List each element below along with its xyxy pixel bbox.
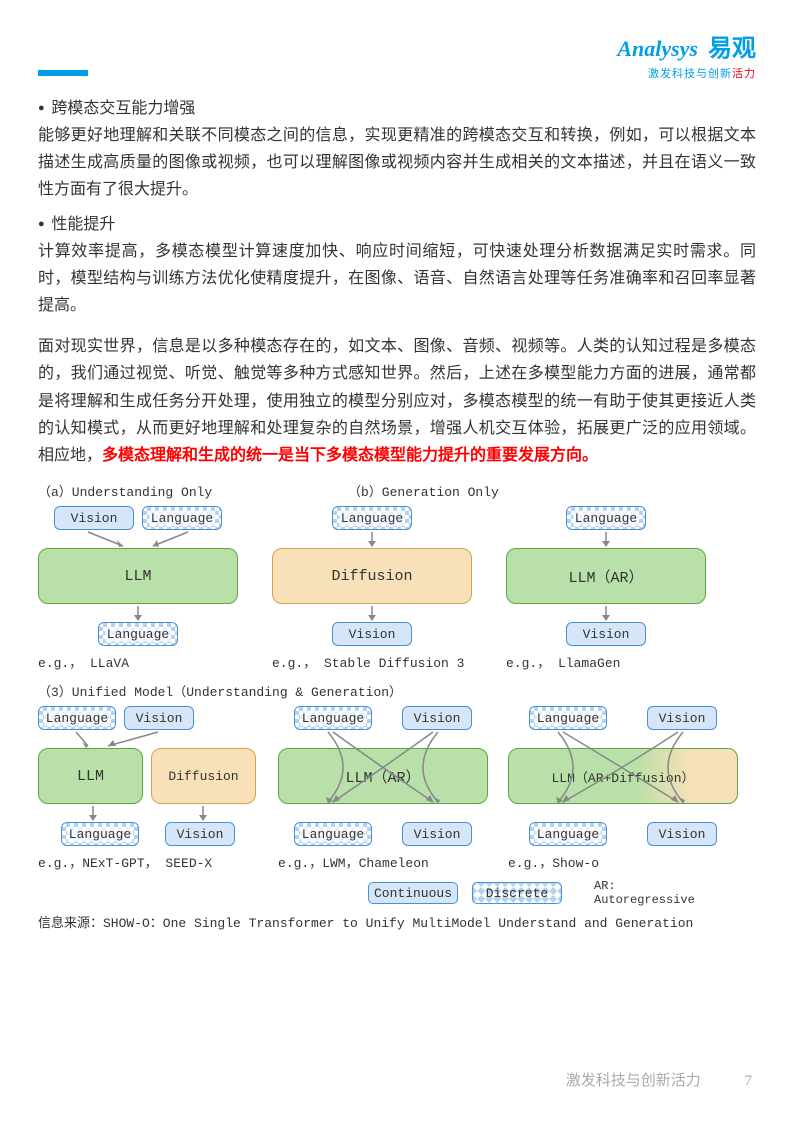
footer-text: 激发科技与创新活力 [566,1073,701,1089]
page-number: 7 [745,1073,753,1089]
example-lwm: e.g.，LWM，Chameleon [278,852,488,871]
section1-title: 跨模态交互能力增强 [38,94,756,118]
header-logo: Analysys 易观 激发科技与创新活力 [617,28,756,81]
vision-output-box: Vision [402,822,472,846]
llm-box: LLM [38,748,143,804]
language-output-box: Language [529,822,607,846]
section2-body: 计算效率提高，多模态模型计算速度加快、响应时间缩短，可快速处理分析数据满足实时需… [38,238,756,320]
example-llamagen: e.g.， LlamaGen [506,652,706,671]
section1-body: 能够更好地理解和关联不同模态之间的信息，实现更精准的跨模态交互和转换，例如，可以… [38,122,756,204]
llm-ar-box: LLM（AR） [278,748,488,804]
logo-brand-cn: 易观 [708,36,756,62]
panel-unified-ar-diffusion: Language Vision LLM（AR+Diffusion） Langua… [508,706,738,871]
panel-llm-ar: Language LLM（AR） Vision e.g.， LlamaGen [506,506,706,671]
diagram-area: （a）Understanding Only （b）Generation Only… [38,481,756,931]
accent-bar [38,70,88,76]
vision-output-box: Vision [647,822,717,846]
diffusion-box: Diffusion [272,548,472,604]
label-understanding-only: （a）Understanding Only [38,481,348,500]
language-input-box: Language [142,506,222,530]
logo-brand-en: Analysys [617,36,698,61]
language-output-box: Language [294,822,372,846]
language-input-box: Language [294,706,372,730]
vision-output-box: Vision [165,822,235,846]
legend-discrete: Discrete [472,882,562,904]
example-showo: e.g.，Show-o [508,852,738,871]
language-output-box: Language [98,622,178,646]
language-input-box: Language [38,706,116,730]
llm-ar-diffusion-box: LLM（AR+Diffusion） [508,748,738,804]
label-unified: （3）Unified Model（Understanding & Generat… [38,681,756,700]
language-input-box: Language [332,506,412,530]
vision-input-box: Vision [402,706,472,730]
source-citation: 信息来源：SHOW-O：One Single Transformer to Un… [38,912,756,931]
llm-box: LLM [38,548,238,604]
language-input-box: Language [529,706,607,730]
example-llava: e.g.， LLaVA [38,652,238,671]
panel-unified-llm-diffusion: Language Vision LLM Diffusion [38,706,258,871]
vision-input-box: Vision [647,706,717,730]
section2-title: 性能提升 [38,210,756,234]
panel-unified-llm-ar: Language Vision LLM（AR） Language Vision … [278,706,488,871]
vision-output-box: Vision [566,622,646,646]
footer: 激发科技与创新活力 7 [566,1069,752,1090]
label-generation-only: （b）Generation Only [348,481,499,500]
legend-continuous: Continuous [368,882,458,904]
vision-input-box: Vision [54,506,134,530]
section3-body: 面对现实世界，信息是以多种模态存在的，如文本、图像、音频、视频等。人类的认知过程… [38,333,756,469]
vision-input-box: Vision [124,706,194,730]
legend: Continuous Discrete AR:Autoregressive [368,879,756,908]
example-nextgpt: e.g.，NExT-GPT， SEED-X [38,852,258,871]
example-sd3: e.g.， Stable Diffusion 3 [272,652,472,671]
logo-tagline: 激发科技与创新活力 [617,65,756,81]
llm-ar-box: LLM（AR） [506,548,706,604]
panel-understanding: Vision Language LLM Language e.g.， LLaVA [38,506,238,671]
vision-output-box: Vision [332,622,412,646]
diffusion-box: Diffusion [151,748,256,804]
language-input-box: Language [566,506,646,530]
language-output-box: Language [61,822,139,846]
legend-ar-note: AR:Autoregressive [594,879,695,908]
panel-diffusion: Language Diffusion Vision e.g.， Stable D… [272,506,472,671]
